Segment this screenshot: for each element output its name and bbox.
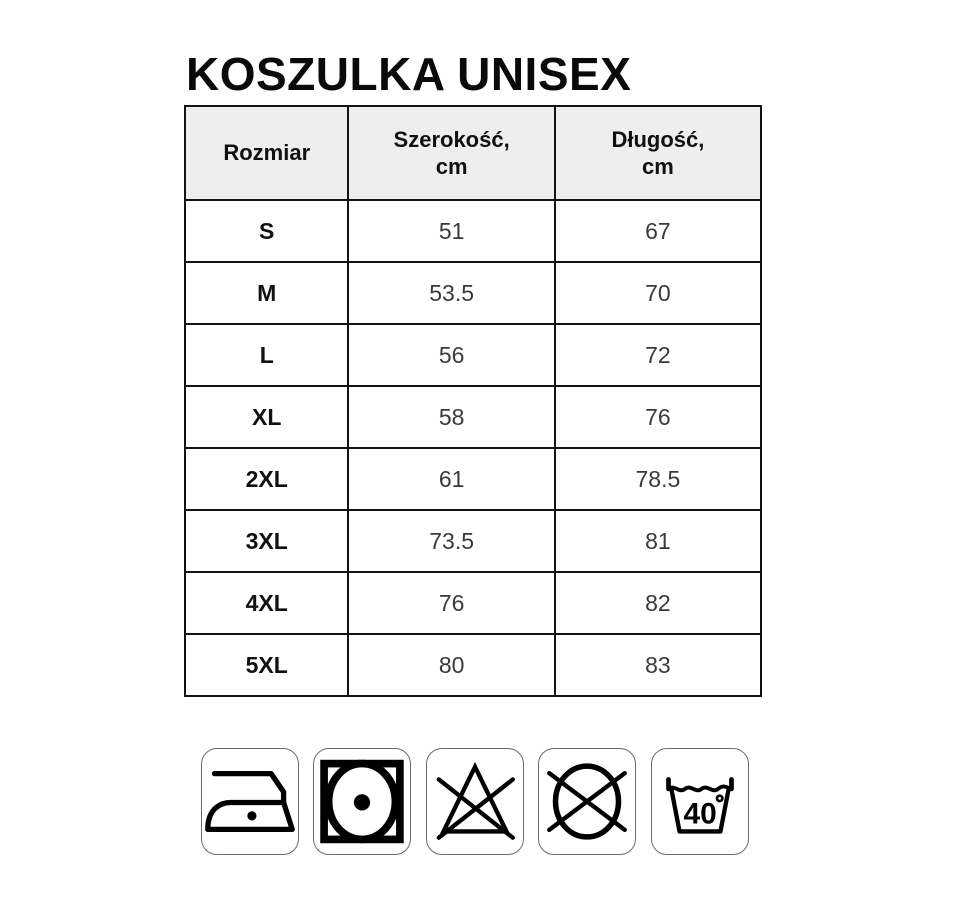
- svg-text:40: 40: [683, 798, 716, 831]
